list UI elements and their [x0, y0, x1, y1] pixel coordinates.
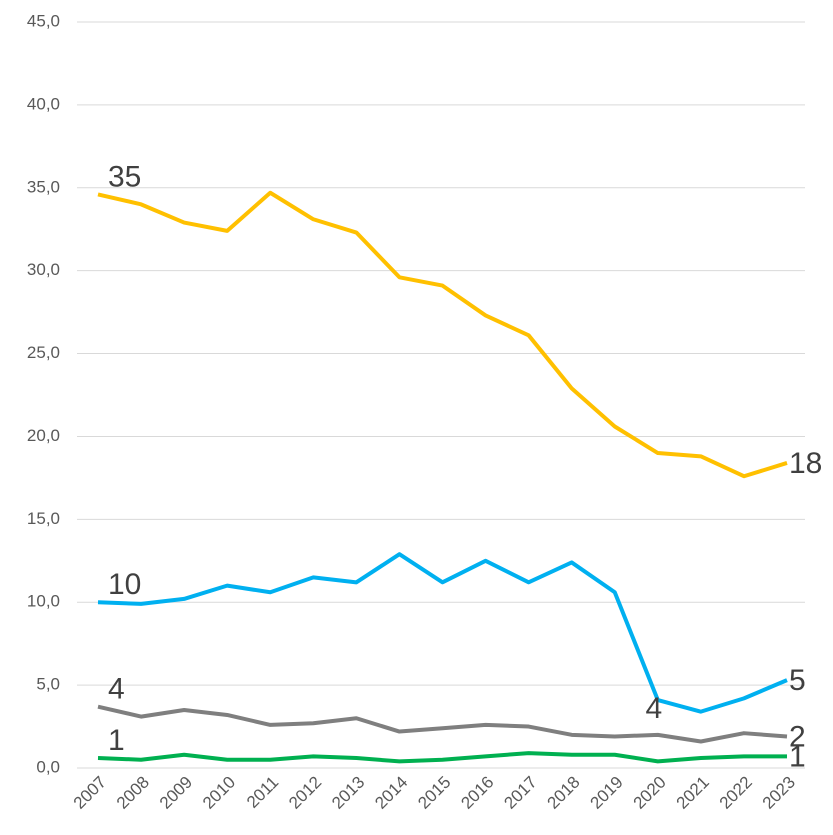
y-tick-label: 35,0 [27, 177, 60, 196]
data-label: 4 [645, 692, 662, 725]
y-tick-label: 10,0 [27, 592, 60, 611]
series-line [97, 704, 788, 744]
y-tick-label: 15,0 [27, 509, 60, 528]
x-tick-label: 2021 [673, 773, 713, 813]
data-label: 2 [789, 720, 806, 753]
series-line [97, 751, 787, 764]
x-tick-label: 2014 [371, 773, 411, 813]
data-label: 1 [108, 724, 125, 757]
x-tick-label: 2020 [630, 773, 670, 813]
x-tick-label: 2012 [285, 773, 325, 813]
x-tick-label: 2016 [457, 773, 497, 813]
y-tick-label: 40,0 [27, 94, 60, 113]
series-line [97, 552, 788, 714]
y-tick-label: 25,0 [27, 343, 60, 362]
x-tick-label: 2023 [759, 773, 799, 813]
series-line [97, 190, 788, 479]
data-label: 10 [108, 568, 141, 601]
x-tick-label: 2018 [544, 773, 584, 813]
y-tick-label: 0,0 [36, 757, 60, 776]
x-tick-label: 2015 [414, 773, 454, 813]
data-label: 5 [789, 664, 806, 697]
data-label: 4 [108, 673, 125, 706]
y-tick-label: 5,0 [36, 675, 60, 694]
y-tick-label: 30,0 [27, 260, 60, 279]
y-tick-label: 45,0 [27, 11, 60, 30]
x-tick-label: 2009 [156, 773, 196, 813]
x-tick-label: 2011 [243, 773, 282, 812]
y-tick-label: 20,0 [27, 426, 60, 445]
x-tick-label: 2010 [199, 773, 239, 813]
x-tick-label: 2022 [716, 773, 756, 813]
data-label: 18 [789, 447, 822, 480]
x-tick-label: 2008 [113, 773, 153, 813]
data-label: 35 [108, 160, 141, 193]
x-tick-label: 2013 [328, 773, 368, 813]
x-tick-label: 2019 [587, 773, 627, 813]
x-tick-label: 2007 [70, 773, 110, 813]
data-label: 1 [789, 740, 806, 773]
x-tick-label: 2017 [500, 773, 540, 813]
